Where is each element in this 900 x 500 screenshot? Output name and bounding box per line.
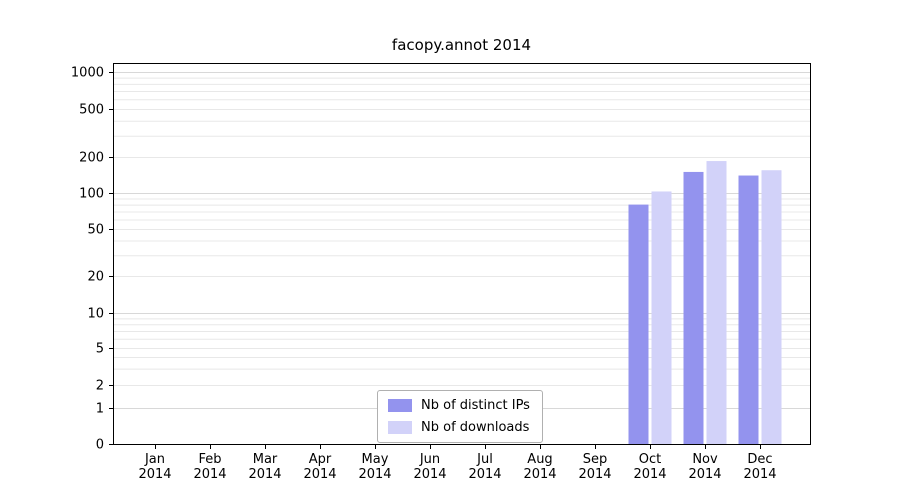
x-tick-label-year: 2014 [193, 467, 226, 482]
x-tick-label-year: 2014 [578, 467, 611, 482]
y-tick-label: 500 [79, 103, 104, 118]
legend-label-distinct-ips: Nb of distinct IPs [421, 398, 530, 413]
x-tick-label-year: 2014 [633, 467, 666, 482]
y-tick-label: 0 [96, 438, 104, 453]
x-tick-label-year: 2014 [303, 467, 336, 482]
x-tick-label-year: 2014 [743, 467, 776, 482]
x-tick-label-year: 2014 [523, 467, 556, 482]
x-tick-label-month: Sep [583, 452, 608, 467]
x-tick-label-month: Apr [309, 452, 332, 467]
x-tick-label-year: 2014 [688, 467, 721, 482]
y-tick-label: 5 [96, 342, 104, 357]
x-tick-label-month: Feb [198, 452, 221, 467]
x-tick-label-year: 2014 [138, 467, 171, 482]
y-tick-label: 1 [96, 402, 104, 417]
chart-title: facopy.annot 2014 [391, 36, 532, 54]
legend-item-distinct-ips: Nb of distinct IPs [388, 398, 530, 413]
x-tick-label-month: Nov [692, 452, 718, 467]
y-tick-label: 2 [96, 379, 104, 394]
x-tick-label-year: 2014 [413, 467, 446, 482]
y-tick-label: 20 [87, 270, 104, 285]
legend-item-downloads: Nb of downloads [388, 420, 530, 435]
y-tick-label: 50 [87, 223, 104, 238]
y-tick-label: 200 [79, 151, 104, 166]
y-tick-label: 1000 [71, 66, 104, 81]
x-tick-label-month: Aug [527, 452, 552, 467]
bar-distinct-ips-dec [738, 175, 759, 444]
legend: Nb of distinct IPs Nb of downloads [377, 390, 543, 443]
bar-distinct-ips-nov [683, 171, 704, 444]
x-tick-label-month: Mar [253, 452, 278, 467]
x-tick-label-month: May [362, 452, 389, 467]
x-tick-label-month: Jun [419, 452, 440, 467]
bar-distinct-ips-oct [628, 204, 649, 444]
plot-border [113, 63, 811, 445]
x-tick-label-month: Jul [476, 452, 493, 467]
bar-downloads-nov [706, 161, 727, 445]
x-tick-label-year: 2014 [358, 467, 391, 482]
legend-swatch [388, 421, 412, 434]
x-tick-label-month: Oct [639, 452, 661, 467]
x-tick-label-year: 2014 [468, 467, 501, 482]
legend-swatch [388, 399, 412, 412]
y-tick-label: 100 [79, 187, 104, 202]
x-tick-label-month: Jan [144, 452, 165, 467]
x-tick-label-month: Dec [747, 452, 772, 467]
y-tick-label: 10 [87, 307, 104, 322]
bar-downloads-dec [761, 170, 782, 444]
x-tick-label-year: 2014 [248, 467, 281, 482]
bar-downloads-oct [651, 191, 672, 444]
legend-label-downloads: Nb of downloads [421, 420, 530, 435]
